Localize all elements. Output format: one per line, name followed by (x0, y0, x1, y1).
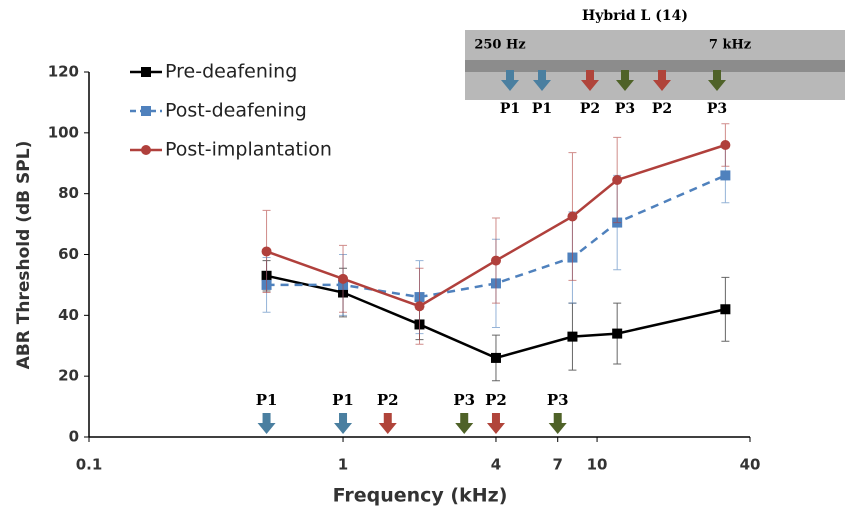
marker (720, 170, 731, 181)
marker (490, 255, 501, 266)
marker (261, 246, 272, 257)
y-axis-label: ABR Threshold (dB SPL) (14, 141, 34, 370)
marker (338, 273, 349, 284)
legend-marker (141, 145, 151, 155)
x-tick-label: 0.1 (76, 456, 103, 474)
arrow (455, 413, 474, 434)
inset-arrow (616, 70, 634, 91)
x-axis-label: Frequency (kHz) (333, 485, 508, 507)
marker (490, 352, 501, 363)
y-tick-label: 20 (58, 367, 79, 385)
arrow-label: P1 (332, 391, 354, 409)
arrow (257, 413, 276, 434)
legend-label: Pre-deafening (165, 61, 297, 83)
y-tick-label: 40 (58, 306, 79, 324)
arrow (486, 413, 505, 434)
legend-marker (141, 106, 151, 116)
inset-arrow-label: P2 (580, 101, 600, 117)
legend-label: Post-deafening (165, 100, 307, 122)
arrow-label: P3 (453, 391, 475, 409)
marker (612, 328, 623, 339)
marker (720, 140, 731, 150)
x-tick-label: 7 (552, 456, 562, 474)
arrow (548, 413, 567, 434)
inset-electrode (465, 60, 845, 72)
marker (414, 301, 425, 312)
inset-title: Hybrid L (14) (582, 8, 688, 24)
arrow-label: P3 (547, 391, 569, 409)
marker (567, 331, 578, 342)
inset-arrow (653, 70, 671, 91)
inset-label: 7 kHz (709, 38, 751, 53)
x-tick-label: 40 (740, 456, 761, 474)
marker (612, 174, 623, 185)
inset-arrow (708, 70, 726, 91)
y-tick-label: 60 (58, 245, 79, 263)
inset-arrow-label: P3 (707, 101, 727, 117)
arrow (334, 413, 353, 434)
inset-arrow (533, 70, 551, 91)
y-tick-label: 80 (58, 184, 79, 202)
legend-label: Post-implantation (165, 139, 332, 161)
x-tick-label: 1 (338, 456, 348, 474)
y-tick-label: 0 (69, 428, 79, 446)
arrow-label: P1 (256, 391, 278, 409)
inset-arrow-label: P3 (615, 101, 635, 117)
inset-arrow-label: P1 (532, 101, 552, 117)
arrow (378, 413, 397, 434)
inset-arrow-label: P1 (500, 101, 520, 117)
inset-arrow (581, 70, 599, 91)
inset-label: 250 Hz (474, 38, 525, 53)
arrow-label: P2 (377, 391, 399, 409)
marker (567, 211, 578, 222)
marker (720, 304, 731, 315)
x-tick-label: 10 (587, 456, 608, 474)
y-tick-label: 100 (48, 123, 79, 141)
inset-arrow (501, 70, 519, 91)
inset-arrow-label: P2 (652, 101, 672, 117)
x-tick-label: 4 (491, 456, 501, 474)
arrow-label: P2 (485, 391, 507, 409)
y-tick-label: 120 (48, 63, 79, 81)
legend-marker (141, 67, 151, 77)
